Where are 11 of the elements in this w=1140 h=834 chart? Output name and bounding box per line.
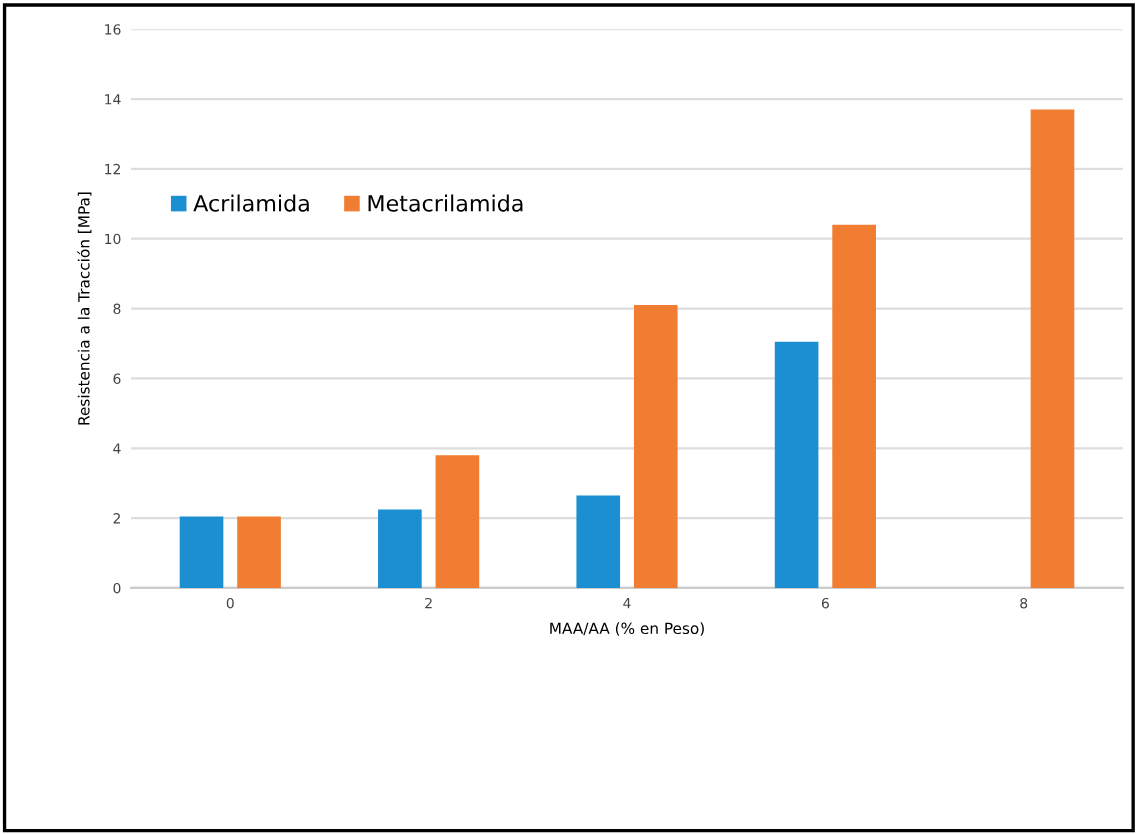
bar <box>378 509 422 588</box>
bar <box>237 516 281 588</box>
bar <box>633 305 678 588</box>
legend-label: Acrilamida <box>193 194 309 212</box>
bar <box>179 516 224 588</box>
legend-label: Metacrilamida <box>368 194 523 212</box>
bar <box>832 224 876 588</box>
bar <box>1030 109 1075 588</box>
bar <box>435 455 480 588</box>
bar <box>774 341 819 588</box>
bar <box>576 495 621 588</box>
